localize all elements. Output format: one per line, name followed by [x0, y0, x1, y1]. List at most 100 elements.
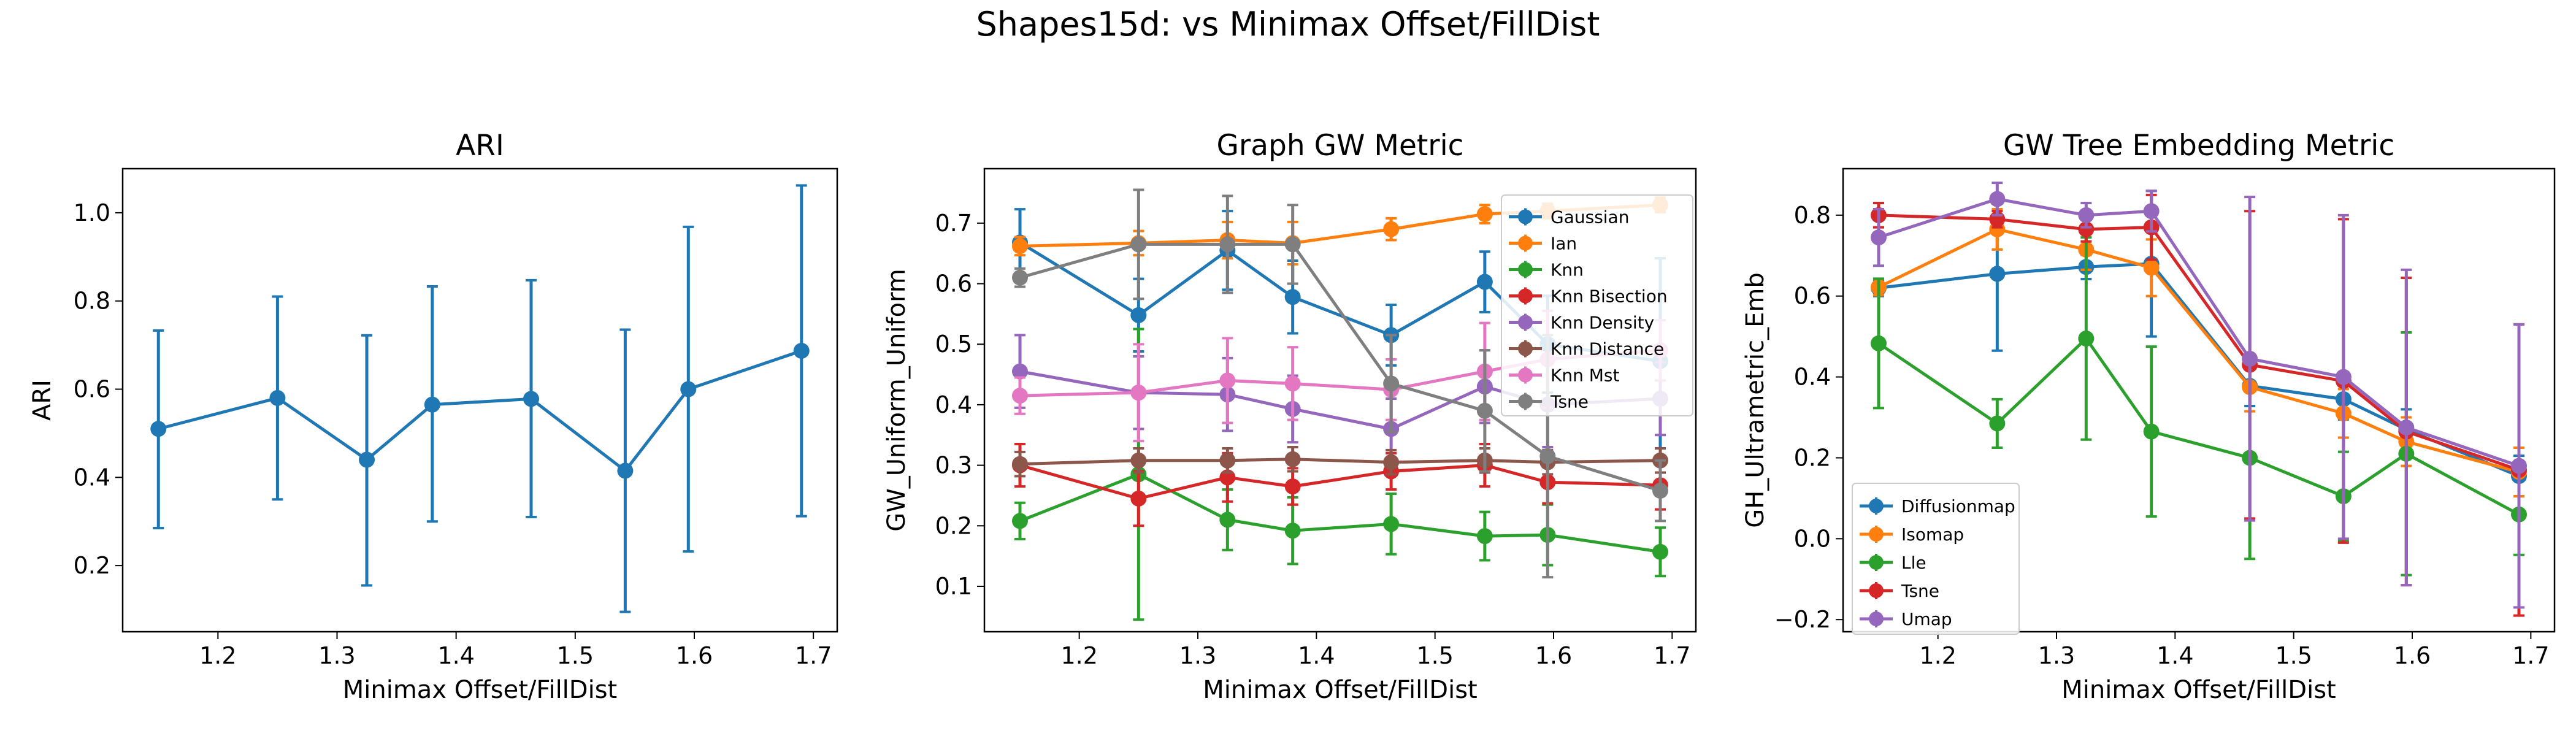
y-tick-label: 0.2	[1794, 444, 1831, 471]
panel-2: Graph GW Metric 1.2 1.3 1.4 1.5 1.6 1.7 0.1 0.2 0…	[883, 129, 1697, 704]
x-tick-label: 1.6	[676, 642, 713, 669]
data-point	[424, 396, 440, 413]
axes-frame	[983, 167, 1697, 633]
legend-marker	[1869, 583, 1884, 598]
data-point	[2335, 369, 2352, 385]
y-tick-label: 0.6	[1794, 283, 1831, 310]
legend-label: Knn Distance	[1551, 339, 1664, 359]
data-point	[1652, 543, 1668, 560]
series-line	[1019, 464, 1661, 500]
legend-marker	[1869, 527, 1884, 542]
data-point	[1130, 236, 1147, 253]
axes-frame	[121, 167, 838, 633]
series-line	[1019, 458, 1661, 466]
x-tick-label: 1.4	[437, 642, 474, 669]
y-tick-label: 0.7	[935, 210, 972, 237]
series-line	[1878, 213, 2520, 472]
data-point	[1284, 236, 1301, 253]
x-tick-label: 1.3	[318, 642, 355, 669]
data-point	[2078, 207, 2095, 223]
y-tick-label: 0.4	[74, 464, 110, 491]
legend-label: Knn Bisection	[1551, 286, 1668, 307]
data-point	[1476, 206, 1493, 223]
data-point	[680, 381, 697, 397]
series-line	[1877, 228, 2520, 473]
series-line	[1019, 242, 1661, 493]
data-point	[2078, 330, 2095, 347]
legend-marker	[1518, 367, 1533, 383]
data-point	[1383, 454, 1400, 470]
y-tick-label: 0.8	[1794, 202, 1831, 229]
x-tick-label: 1.3	[1179, 642, 1216, 669]
x-tick-label: 1.4	[2156, 642, 2193, 669]
legend-marker	[1518, 341, 1533, 356]
data-point	[1012, 388, 1028, 404]
legend-label: Ian	[1551, 234, 1577, 254]
panel-title: GW Tree Embedding Metric	[2003, 129, 2394, 163]
data-point	[1012, 363, 1028, 380]
data-point	[1012, 238, 1028, 255]
series-line	[1019, 472, 1661, 554]
legend-label: Tsne	[1550, 392, 1589, 412]
legend-frame	[1501, 194, 1693, 416]
data-point	[1284, 289, 1301, 305]
data-point	[269, 389, 286, 406]
legend-label: Knn	[1551, 260, 1584, 280]
x-tick-label: 1.3	[2038, 642, 2075, 669]
legend-label: Umap	[1901, 609, 1952, 629]
series-tsne	[1012, 188, 1668, 579]
data-point	[1219, 512, 1236, 528]
series-umap	[1871, 182, 2527, 609]
legend-marker	[1518, 394, 1533, 409]
legend-frame	[1852, 483, 2020, 635]
data-point	[2398, 420, 2415, 436]
y-tick-label: 0.1	[935, 573, 972, 600]
legend: Gaussian Ian Knn Knn Bisection Knn Density Kn…	[1501, 194, 1693, 416]
series-line	[1878, 197, 2520, 468]
data-point	[1012, 513, 1028, 529]
y-tick-label: −0.2	[1774, 606, 1831, 633]
data-point	[1539, 448, 1556, 464]
data-point	[1219, 452, 1236, 469]
data-point	[1130, 385, 1147, 401]
legend-marker	[1518, 288, 1533, 304]
x-tick-label: 1.2	[1060, 642, 1097, 669]
x-tick-label: 1.5	[1416, 642, 1453, 669]
y-tick-label: 0.6	[74, 376, 110, 403]
data-point	[150, 421, 167, 437]
data-point	[1284, 375, 1301, 392]
data-point	[2143, 203, 2160, 220]
panel-3: GW Tree Embedding Metric 1.2 1.3 1.4 1.5 1.6 1…	[1741, 129, 2556, 704]
series-line	[1877, 337, 2520, 516]
legend-marker	[1518, 209, 1533, 224]
x-tick-label: 1.7	[1654, 642, 1690, 669]
legend-marker	[1869, 555, 1884, 570]
data-point	[1989, 191, 2006, 207]
data-point	[1476, 402, 1493, 419]
data-point	[1219, 236, 1236, 253]
legend-marker	[1518, 236, 1533, 251]
legend-label: Gaussian	[1551, 207, 1629, 228]
data-point	[1476, 274, 1493, 290]
data-point	[1284, 451, 1301, 467]
x-tick-label: 1.7	[2512, 642, 2549, 669]
legend-marker	[1869, 499, 1884, 513]
legend: Diffusionmap Isomap Lle Tsne Umap	[1852, 483, 2020, 635]
x-tick-label: 1.6	[2394, 642, 2431, 669]
data-point	[1383, 516, 1400, 532]
data-point	[1989, 415, 2006, 432]
y-tick-label: 0.4	[935, 391, 972, 418]
data-point	[793, 342, 810, 359]
x-tick-label: 1.4	[1298, 642, 1335, 669]
legend-marker	[1518, 315, 1533, 330]
legend-label: Knn Density	[1551, 313, 1654, 333]
data-point	[2143, 423, 2160, 440]
data-point	[1130, 490, 1147, 507]
y-tick-label: 0.0	[1794, 525, 1831, 552]
y-axis-label: GW_Uniform_Uniform	[883, 269, 911, 532]
data-point	[1476, 528, 1493, 545]
data-point	[1989, 266, 2006, 282]
data-point	[1130, 452, 1147, 469]
y-tick-label: 0.2	[935, 512, 972, 539]
